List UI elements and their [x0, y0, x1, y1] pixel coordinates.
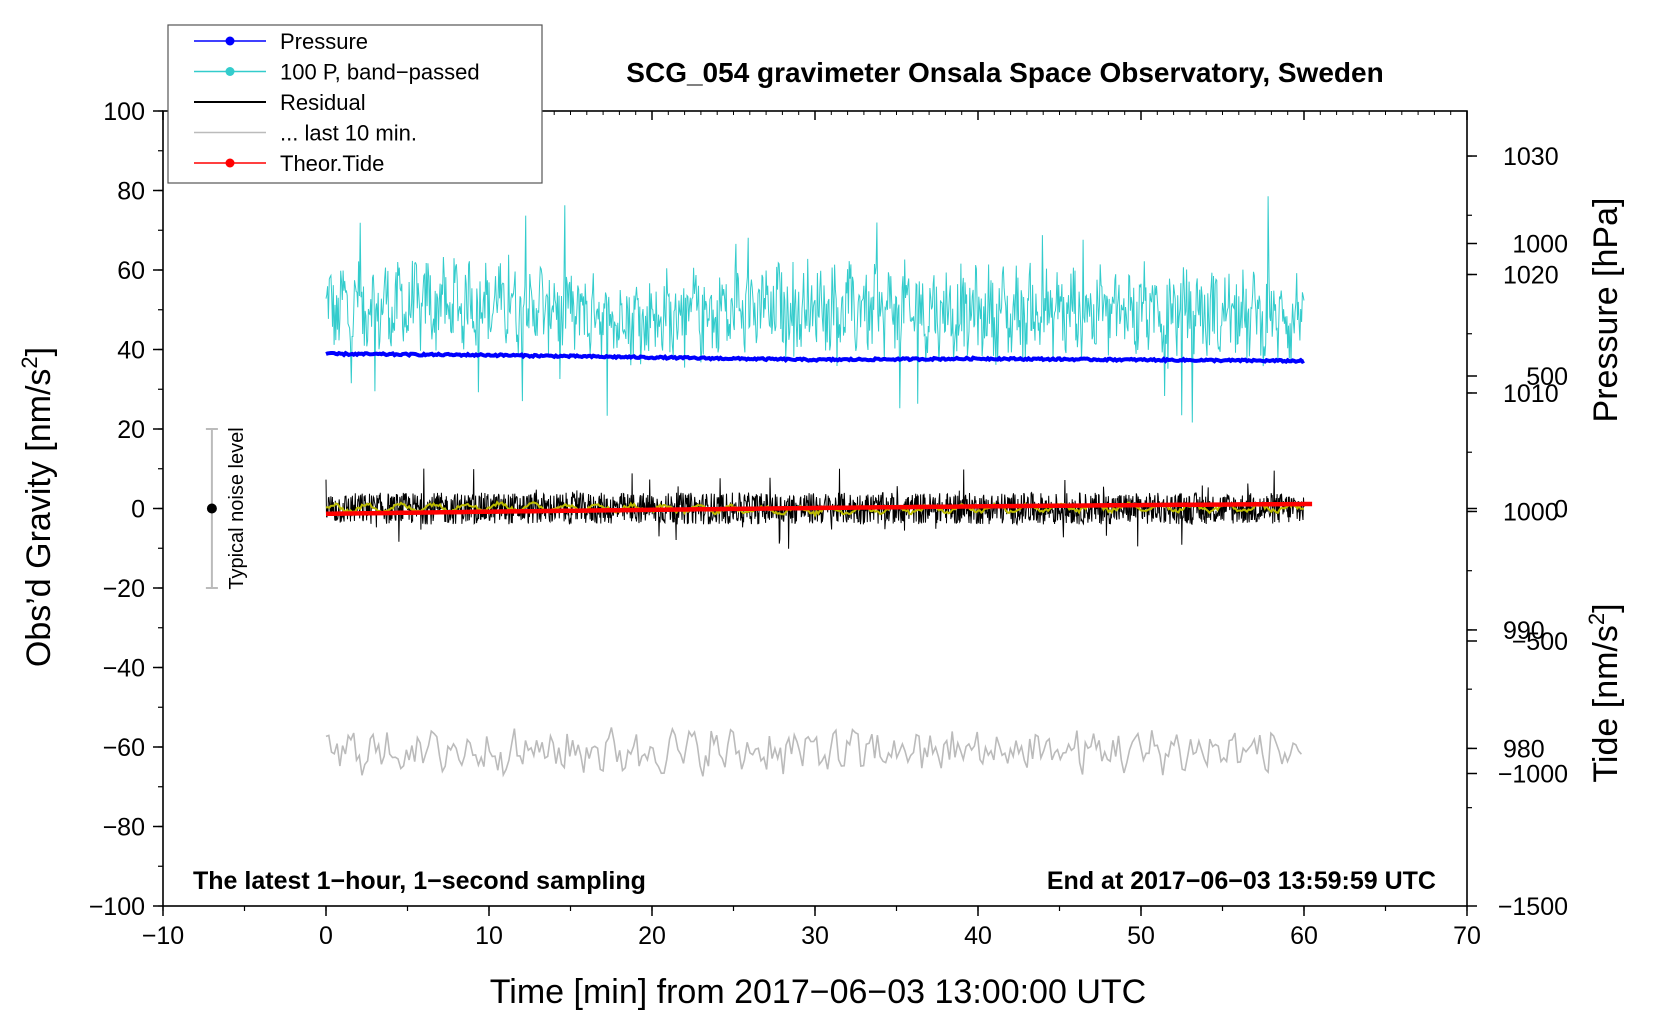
axes: −10 0 10 20 30 40 50 60 70−100−80−60−40−20020406…: [89, 98, 1568, 950]
x-tick-label: 50: [1127, 922, 1155, 950]
legend-marker: [225, 158, 235, 168]
y-tick-label: −20: [103, 575, 145, 603]
pressure-tick-label: 1000: [1503, 498, 1559, 526]
y-axis-label-tide: Tide [nm/s2]: [1584, 603, 1625, 782]
y-tick-label: 60: [117, 257, 145, 285]
x-tick-label: −10: [142, 922, 184, 950]
legend-entry-label: Pressure: [280, 29, 368, 54]
y-tick-label: −100: [89, 893, 145, 921]
legend-box: [167, 24, 543, 184]
y-tick-label: −80: [103, 814, 145, 842]
y-tick-label: 20: [117, 416, 145, 444]
y-axis-label-tide-sup: 2: [1584, 613, 1609, 625]
series-residual-smoothed: [325, 500, 1304, 518]
legend-entry-label: 100 P, band−passed: [280, 60, 480, 85]
x-tick-label: 30: [801, 922, 829, 950]
legend-entry-label: Residual: [280, 90, 366, 115]
legend-marker: [225, 36, 235, 46]
pressure-tick-label: 1020: [1503, 262, 1559, 290]
y-tick-label: 40: [117, 337, 145, 365]
legend-entry-label: ... last 10 min.: [280, 121, 417, 146]
y-axis-label-gravity-sup: 2: [17, 356, 42, 368]
noise-center-dot: [206, 503, 217, 514]
y-tick-label: 0: [131, 496, 145, 524]
plot-area: [325, 196, 1313, 778]
pressure-tick-label: 1030: [1503, 143, 1559, 171]
tide-tick-label: −1000: [1498, 761, 1568, 789]
y-axis-label-tide-text: Tide [nm/s: [1587, 625, 1625, 782]
annotation-end-time: End at 2017−06−03 13:59:59 UTC: [1047, 867, 1436, 895]
y-tick-label: 80: [117, 178, 145, 206]
tide-tick-label: −1500: [1498, 893, 1568, 921]
x-tick-label: 60: [1290, 922, 1318, 950]
series-bandpassed-pressure: [325, 196, 1305, 423]
pressure-tick-label: 1010: [1503, 380, 1559, 408]
tide-tick-label: −500: [1512, 628, 1568, 656]
y-axis-label-gravity-close: ]: [20, 347, 58, 356]
x-tick-label: 70: [1453, 922, 1481, 950]
series-last-10-min: [325, 726, 1303, 778]
tide-tick-label: 1000: [1512, 231, 1568, 259]
x-tick-label: 0: [319, 922, 333, 950]
x-tick-label: 10: [475, 922, 503, 950]
y-tick-label: −40: [103, 655, 145, 683]
legend-entry-label: Theor.Tide: [280, 151, 384, 176]
chart-title: SCG_054 gravimeter Onsala Space Observat…: [626, 57, 1383, 88]
y-axis-label-pressure: Pressure [hPa]: [1587, 198, 1625, 423]
y-axis-label-gravity: Obs’d Gravity [nm/s2]: [17, 347, 58, 667]
series-pressure: [325, 350, 1305, 365]
series-theor-tide: [325, 501, 1313, 517]
y-axis-label-tide-close: ]: [1587, 603, 1625, 612]
x-tick-label: 20: [638, 922, 666, 950]
legend-marker: [225, 67, 235, 76]
y-tick-label: −60: [103, 734, 145, 762]
tide-tick-label: 0: [1554, 496, 1568, 524]
pressure-tick-label: 980: [1503, 735, 1545, 763]
y-axis-label-gravity-text: Obs’d Gravity [nm/s: [20, 369, 58, 668]
noise-label: Typical noise level: [226, 427, 248, 589]
x-tick-label: 40: [964, 922, 992, 950]
noise-level-indicator: Typical noise level: [205, 427, 248, 590]
y-tick-label: 100: [103, 98, 145, 126]
annotation-sampling: The latest 1−hour, 1−second sampling: [193, 867, 646, 895]
x-axis-label: Time [min] from 2017−06−03 13:00:00 UTC: [490, 973, 1146, 1011]
pressure-tick-label: 990: [1503, 617, 1545, 645]
tide-tick-label: 500: [1526, 363, 1568, 391]
legend: Pressure 100 P, band−passed Residual ... la…: [167, 24, 543, 184]
